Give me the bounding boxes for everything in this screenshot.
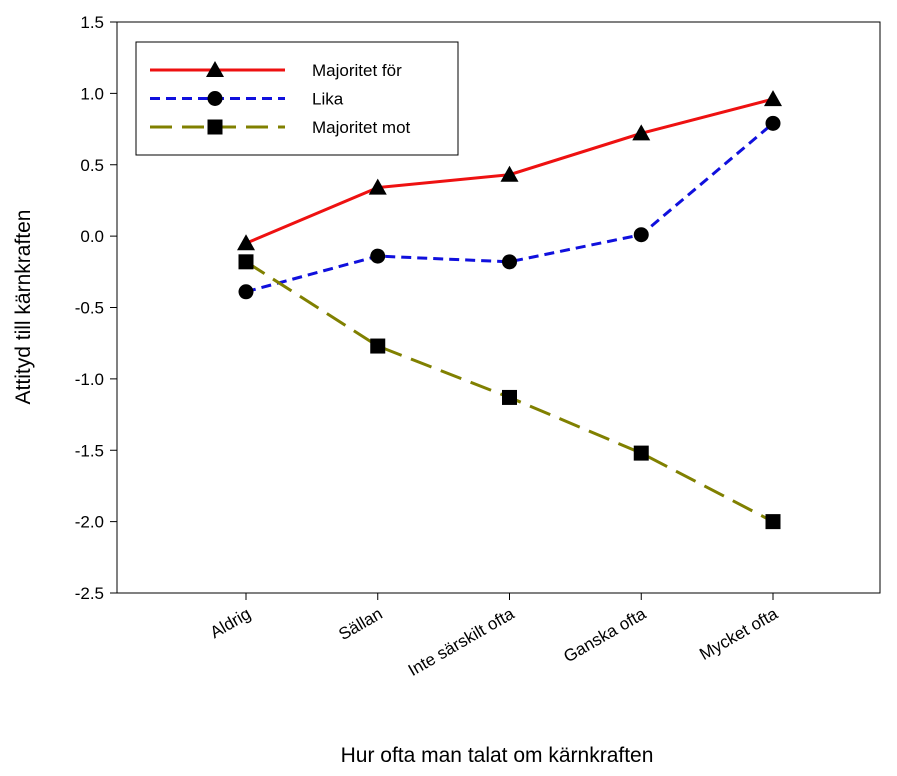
marker <box>633 445 649 461</box>
marker <box>502 389 517 405</box>
marker <box>764 90 782 107</box>
marker <box>238 284 254 300</box>
marker <box>238 254 254 270</box>
y-tick-label: 0.0 <box>80 227 104 246</box>
marker <box>765 115 781 131</box>
legend-label: Lika <box>312 90 344 109</box>
legend-marker <box>207 91 223 106</box>
marker <box>633 227 649 243</box>
y-tick-label: -2.0 <box>75 513 104 532</box>
marker <box>368 178 387 195</box>
marker <box>500 165 519 182</box>
marker <box>502 254 517 270</box>
marker <box>237 234 255 251</box>
x-axis-title: Hur ofta man talat om kärnkraften <box>341 744 654 767</box>
y-tick-label: -0.5 <box>75 299 104 318</box>
legend-label: Majoritet för <box>312 61 402 80</box>
legend-marker <box>207 119 223 135</box>
x-tick-label: Aldrig <box>207 604 254 642</box>
x-tick-label: Sällan <box>335 604 385 644</box>
marker <box>370 338 386 354</box>
y-tick-label: -2.5 <box>75 584 104 603</box>
legend-label: Majoritet mot <box>312 118 411 137</box>
y-tick-label: -1.0 <box>75 370 104 389</box>
y-tick-label: 1.0 <box>80 84 104 103</box>
marker <box>370 248 386 264</box>
x-tick-label: Ganska ofta <box>560 604 649 667</box>
legend-marker <box>206 61 224 77</box>
x-tick-label: Inte särskilt ofta <box>405 604 518 680</box>
y-axis-title: Attityd till kärnkraften <box>12 210 35 405</box>
x-tick-label: Mycket ofta <box>696 604 781 664</box>
y-tick-label: -1.5 <box>75 441 104 460</box>
y-tick-label: 0.5 <box>80 156 104 175</box>
marker <box>632 124 651 141</box>
marker <box>765 514 781 530</box>
y-tick-label: 1.5 <box>80 13 104 32</box>
